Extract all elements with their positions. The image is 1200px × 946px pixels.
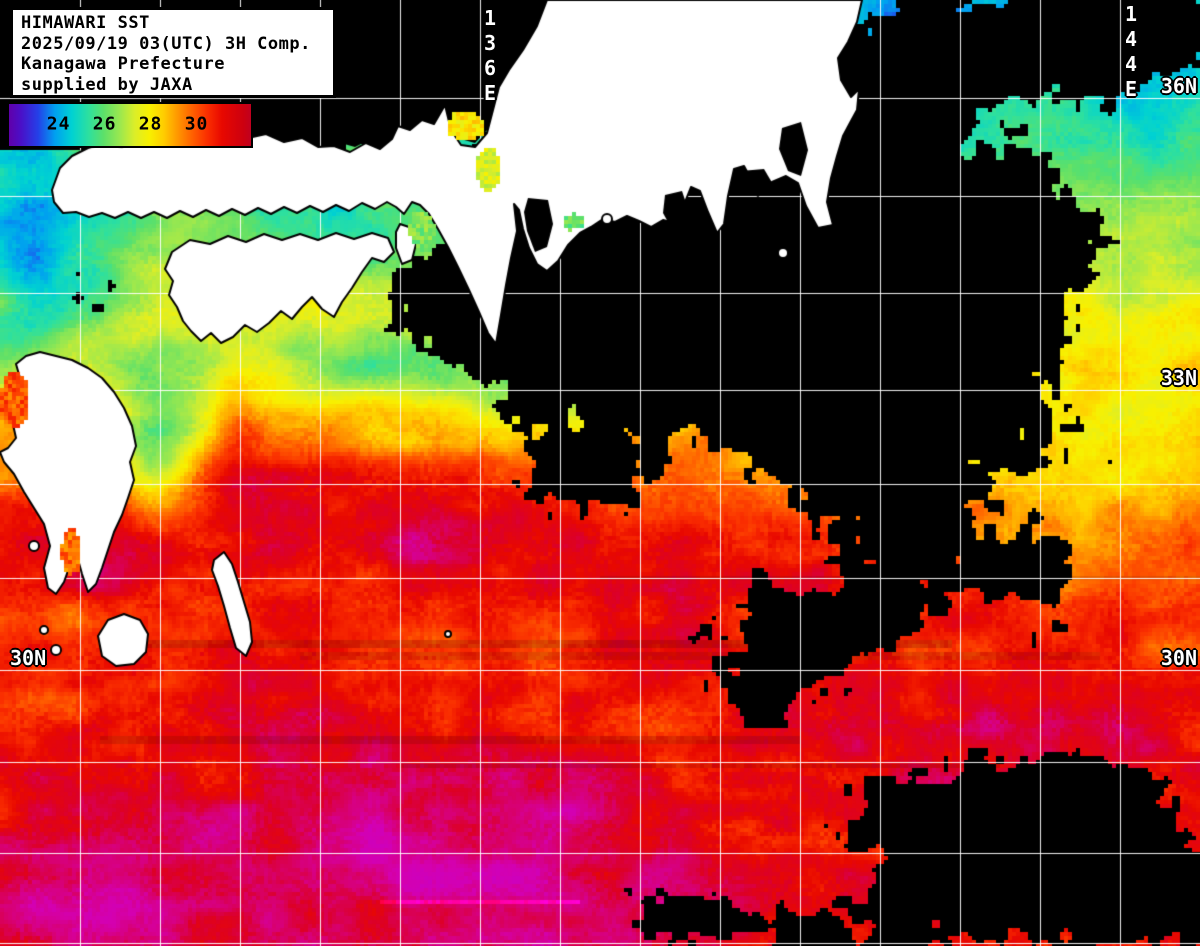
title-region: Kanagawa Prefecture: [21, 54, 225, 74]
sst-colorbar: 24 26 28 30: [7, 102, 253, 148]
grid-label-144E: 144E: [1119, 2, 1143, 102]
grid-label-136E: 136E: [478, 6, 502, 106]
title-provider: supplied by JAXA: [21, 74, 193, 95]
grid-label-30N: 30N: [1160, 646, 1197, 670]
grid-label-33N: 33N: [1160, 366, 1197, 390]
colorbar-tick-28: 28: [138, 113, 163, 135]
colorbar-tick-30: 30: [184, 113, 209, 135]
grid-label-36N: 36N: [1160, 74, 1197, 98]
colorbar-tick-26: 26: [92, 113, 117, 135]
colorbar-tick-24: 24: [46, 113, 71, 135]
title-box: HIMAWARI SST 2025/09/19 03(UTC) 3H Comp.…: [10, 7, 336, 98]
title-datetime: 2025/09/19 03(UTC) 3H Comp.: [21, 33, 311, 54]
grid-label-30N: 30N: [10, 646, 47, 670]
title-product: HIMAWARI SST: [21, 13, 150, 33]
